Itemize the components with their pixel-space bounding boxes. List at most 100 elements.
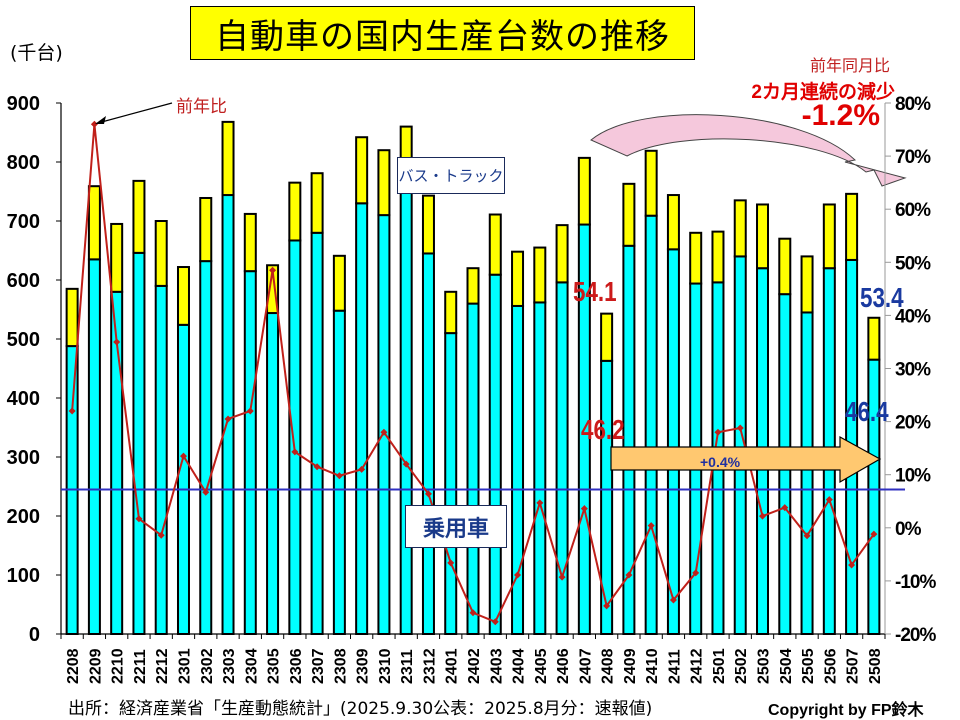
y-tick-label: 300 [7,447,40,469]
x-tick-label: 2309 [355,648,372,684]
yoy-point [514,571,522,579]
x-tick-label: 2409 [622,648,639,684]
x-tick-label: 2502 [733,648,750,684]
chart-title: 自動車の国内生産台数の推移 [190,6,695,60]
yoy-point [647,522,655,530]
bar-passenger [132,251,146,636]
bar-truck-bus [622,182,636,247]
yoy-point [135,515,143,523]
bar-passenger [466,302,480,635]
x-tick-label: 2506 [822,648,839,684]
y2-tick-label: 60% [895,200,931,221]
x-tick-label: 2508 [867,648,884,684]
yoy-point [380,428,388,436]
bar-passenger [555,281,569,635]
source-note: 出所：経済産業省「生産動態統計」(2025.9.30公表：2025.8月分：速報… [68,699,653,719]
bar-truck-bus [332,254,346,312]
yoy-same-month-label: 前年同月比 [809,56,890,75]
bar-truck-bus [756,203,770,270]
bar-passenger [666,248,680,635]
x-tick-label: 2406 [555,648,572,684]
bar-passenger [310,231,324,636]
y-tick-label: 100 [7,565,40,587]
x-tick-label: 2401 [444,648,461,684]
yoy-point [781,504,789,512]
bar-truck-bus [310,172,324,234]
bar-truck-bus [711,230,725,284]
truck-bus-label: バス・トラック [397,157,505,194]
bar-truck-bus [666,194,680,251]
yoy-point [291,448,299,456]
bar-passenger [154,284,168,635]
yoy-label-pointer [97,102,173,124]
yoy-point [825,496,833,504]
x-tick-label: 2310 [377,648,394,684]
yoy-point [692,569,700,577]
yoy-point [536,499,544,507]
yoy-point [625,571,633,579]
bar-truck-bus [511,250,525,307]
bar-truck-bus [355,136,369,205]
yoy-point [424,490,432,498]
yoy-point [848,561,856,569]
bar-truck-bus [221,120,235,197]
yoy-point [759,512,767,520]
x-tick-label: 2408 [600,648,617,684]
copyright: Copyright by FP鈴木 [768,702,924,719]
x-tick-label: 2306 [288,648,305,684]
yoy-point [870,530,878,538]
y2-tick-label: 80% [895,94,931,115]
yoy-point [603,602,611,610]
yoy-point [558,573,566,581]
decline-value: -1.2% [801,99,880,132]
x-tick-label: 2410 [644,648,661,684]
bar-truck-bus [444,290,458,335]
x-tick-label: 2209 [87,648,104,684]
bar-passenger [421,252,435,635]
bar-truck-bus [555,224,569,284]
yoy-point [669,596,677,604]
x-tick-label: 2308 [332,648,349,684]
x-tick-label: 2312 [421,648,438,684]
y-tick-label: 0 [29,624,40,646]
yoy-point [90,120,98,128]
bar-passenger [199,260,213,635]
y-tick-label: 700 [7,211,40,233]
bar-passenger [444,332,458,635]
x-tick-label: 2303 [221,648,238,684]
yoy-point [313,463,321,471]
x-tick-label: 2302 [199,648,216,684]
bar-passenger [176,323,190,635]
bar-truck-bus [199,196,213,263]
bar-truck-bus [266,264,280,315]
bar-truck-bus [867,316,881,361]
yoy-point [358,465,366,473]
bar-truck-bus [421,194,435,255]
yoy-point [202,488,210,496]
x-tick-label: 2210 [110,648,127,684]
bar-truck-bus [689,231,703,285]
y2-tick-label: 50% [895,253,931,274]
bar-truck-bus [533,246,547,304]
bar-truck-bus [778,237,792,296]
bar-truck-bus [377,149,391,217]
curved-arrow-shape [590,114,907,187]
yoy-point [491,618,499,626]
bar-truck-bus [488,213,502,276]
bar-truck-bus [600,312,614,362]
yoy-point [113,338,121,346]
y2-tick-label: -20% [895,625,936,646]
x-tick-label: 2208 [65,648,82,684]
y-tick-label: 600 [7,270,40,292]
y-tick-label: 400 [7,388,40,410]
x-tick-label: 2304 [243,648,260,684]
x-tick-label: 2404 [511,648,528,684]
change-arrow-shape [610,435,882,484]
bar-truck-bus [154,220,168,287]
yoy-point [224,415,232,423]
decline-text: 2カ月連続の減少 [751,82,895,103]
y2-tick-label: 40% [895,306,931,327]
x-tick-label: 2402 [466,648,483,684]
x-tick-label: 2507 [845,648,862,684]
